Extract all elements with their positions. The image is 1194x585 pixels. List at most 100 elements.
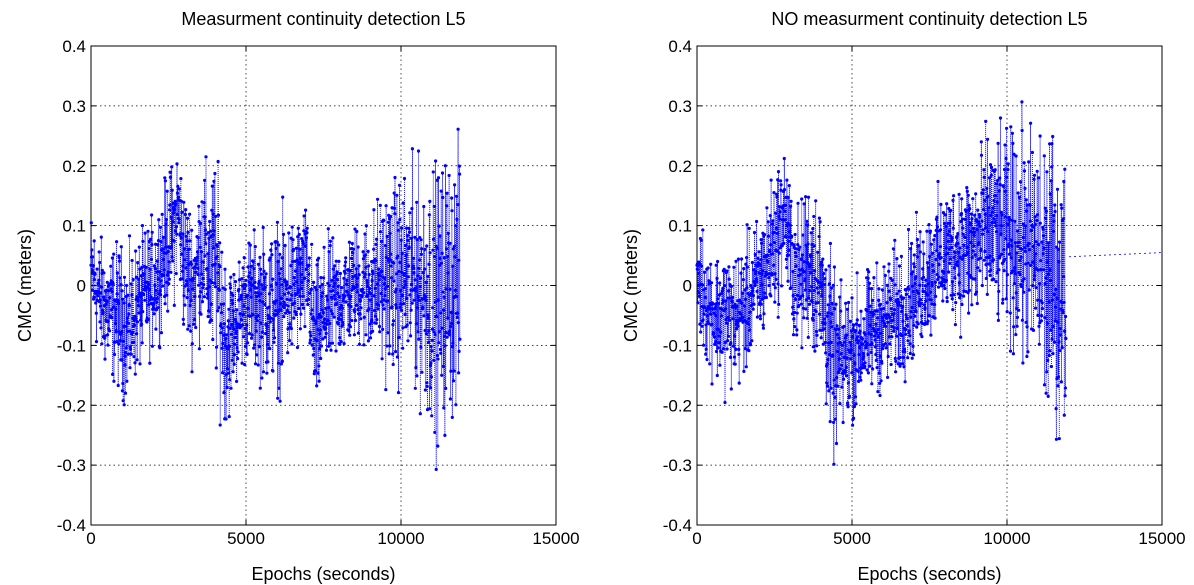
data-point — [716, 297, 720, 301]
data-point — [1014, 333, 1018, 337]
data-point — [1042, 268, 1046, 272]
data-point — [370, 279, 374, 283]
data-point — [399, 288, 403, 292]
data-point — [312, 347, 316, 351]
data-point — [797, 303, 801, 308]
data-point — [129, 347, 133, 351]
data-point — [922, 303, 926, 307]
data-point — [882, 321, 887, 326]
data-point — [893, 356, 897, 361]
data-point — [175, 212, 179, 217]
data-point — [931, 263, 935, 267]
data-point — [1004, 297, 1008, 301]
data-point — [766, 253, 770, 257]
data-point — [90, 248, 94, 252]
data-point — [348, 269, 352, 273]
data-point — [444, 287, 448, 291]
data-point — [165, 273, 170, 277]
data-point — [839, 309, 843, 313]
data-point — [157, 218, 161, 222]
data-point — [190, 342, 194, 346]
data-point — [455, 217, 459, 221]
data-point — [153, 283, 157, 287]
data-point — [370, 318, 374, 322]
data-point — [735, 304, 739, 308]
data-point — [185, 296, 189, 300]
data-point — [456, 321, 460, 325]
data-point — [778, 210, 782, 214]
data-point — [177, 217, 181, 221]
data-point — [235, 379, 239, 383]
data-point — [973, 213, 977, 217]
data-point — [879, 379, 883, 383]
data-point — [121, 339, 125, 343]
data-point — [754, 269, 758, 273]
data-point — [92, 278, 96, 282]
data-point — [226, 367, 230, 371]
data-point — [364, 333, 368, 337]
data-point — [838, 367, 842, 371]
data-point — [838, 402, 842, 406]
data-point — [999, 210, 1003, 214]
data-point — [1047, 300, 1051, 304]
data-point — [742, 369, 746, 373]
data-point — [94, 340, 99, 344]
data-point — [441, 290, 445, 294]
data-point — [726, 339, 730, 343]
data-point — [226, 347, 230, 351]
data-point — [135, 358, 139, 362]
data-point — [112, 252, 116, 256]
data-point — [115, 340, 119, 344]
data-point — [213, 281, 217, 285]
data-point — [245, 293, 249, 297]
data-point — [854, 329, 858, 333]
data-point — [440, 326, 444, 330]
data-point — [210, 280, 214, 285]
data-point — [390, 206, 394, 210]
data-point — [901, 305, 905, 309]
data-point — [280, 296, 284, 300]
data-point — [400, 251, 404, 255]
data-point — [245, 352, 249, 357]
data-point — [385, 284, 389, 288]
data-point — [149, 295, 153, 299]
data-point — [820, 294, 824, 298]
data-point — [382, 298, 386, 302]
data-point — [866, 276, 870, 280]
data-point — [274, 281, 278, 286]
data-point — [329, 348, 333, 352]
data-point — [198, 245, 202, 249]
data-point — [96, 291, 100, 295]
data-point — [450, 209, 454, 213]
data-point — [342, 276, 346, 280]
data-point — [403, 312, 407, 317]
data-point — [771, 252, 775, 256]
data-point — [253, 362, 258, 366]
data-point — [1054, 407, 1058, 411]
data-point — [946, 232, 950, 237]
data-point — [920, 314, 924, 318]
data-point — [983, 212, 987, 216]
data-point — [271, 328, 276, 332]
data-point — [229, 275, 233, 279]
data-point — [250, 333, 254, 337]
data-point — [844, 365, 848, 369]
data-point — [384, 388, 388, 392]
data-point — [1015, 315, 1020, 319]
data-point — [1035, 169, 1039, 173]
data-point — [98, 304, 103, 308]
data-point — [1015, 251, 1019, 255]
data-point — [306, 279, 310, 283]
data-point — [838, 295, 842, 299]
data-point — [437, 224, 441, 228]
data-point — [454, 403, 458, 407]
data-point — [260, 335, 264, 339]
data-point — [298, 294, 302, 298]
data-point — [309, 312, 313, 316]
data-point — [396, 391, 401, 395]
series-line — [90, 129, 461, 470]
data-point — [204, 242, 208, 246]
data-point — [922, 252, 926, 256]
data-point — [833, 417, 837, 421]
data-point — [236, 350, 240, 354]
